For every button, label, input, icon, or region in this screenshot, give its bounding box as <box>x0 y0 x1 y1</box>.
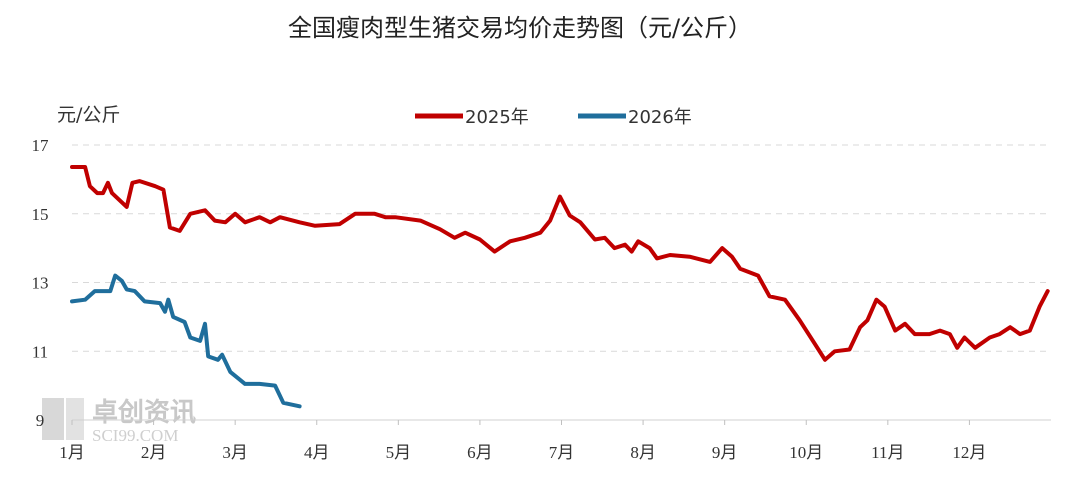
y-tick-label: 9 <box>36 411 45 430</box>
x-tick-label: 2月 <box>141 443 167 462</box>
x-tick-label: 6月 <box>467 443 493 462</box>
svg-text:SCI99.COM: SCI99.COM <box>92 426 178 445</box>
y-tick-label: 11 <box>32 342 48 361</box>
x-tick-label: 7月 <box>549 443 575 462</box>
x-tick-label: 10月 <box>789 443 823 462</box>
x-tick-label: 12月 <box>952 443 986 462</box>
y-axis-label: 元/公斤 <box>57 104 120 126</box>
series-line-2026年 <box>70 273 302 409</box>
svg-text:卓创资讯: 卓创资讯 <box>92 398 196 428</box>
x-tick-label: 1月 <box>59 443 85 462</box>
legend-label: 2025年 <box>465 107 529 128</box>
legend-item: 2025年 <box>415 107 529 128</box>
y-tick-label: 13 <box>32 274 49 293</box>
chart-title: 全国瘦肉型生猪交易均价走势图（元/公斤） <box>287 14 753 42</box>
x-tick-label: 8月 <box>630 443 656 462</box>
x-tick-label: 11月 <box>871 443 904 462</box>
x-tick-label: 9月 <box>712 443 738 462</box>
x-tick-label: 5月 <box>386 443 412 462</box>
watermark-logo: 卓创资讯 SCI99.COM <box>42 398 196 445</box>
x-tick-label: 4月 <box>304 443 330 462</box>
legend-item: 2026年 <box>578 107 692 128</box>
legend-label: 2026年 <box>628 107 692 128</box>
y-tick-label: 15 <box>32 205 49 224</box>
series-line-2025年 <box>70 165 1050 362</box>
y-tick-label: 17 <box>32 136 50 155</box>
x-tick-label: 3月 <box>222 443 248 462</box>
grid <box>72 144 1051 352</box>
legend: 2025年 2026年 <box>415 107 692 128</box>
